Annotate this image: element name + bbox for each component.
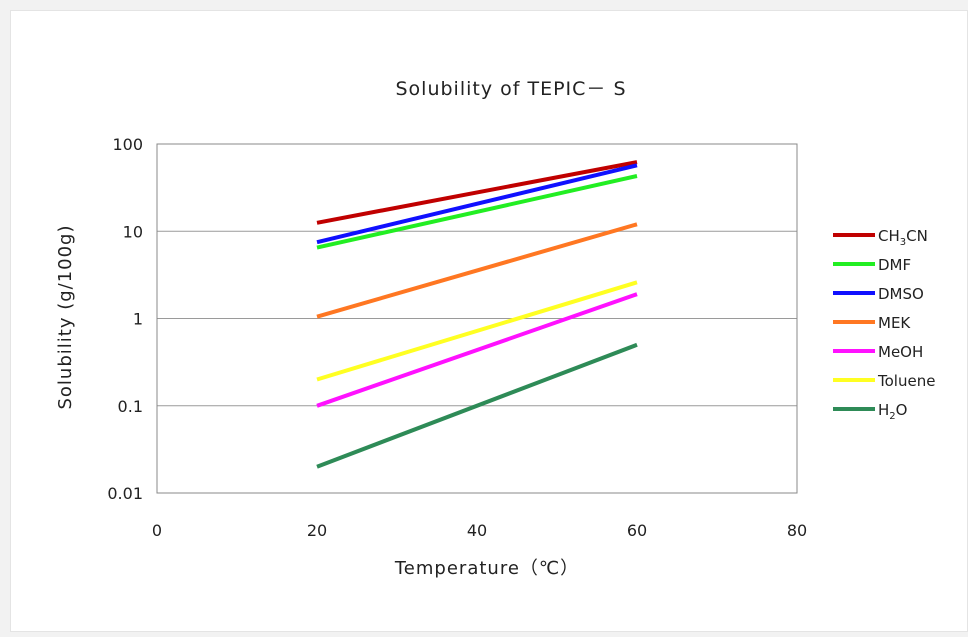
- x-tick-label: 40: [467, 521, 487, 540]
- series-line-dmf: [316, 174, 638, 250]
- chart-title: Solubility of TEPIC－ S: [395, 78, 626, 100]
- y-tick-label: 100: [112, 135, 143, 154]
- series-layer: [316, 160, 638, 469]
- series-line-dmso: [316, 163, 638, 245]
- x-tick-labels: 0 20 40 60 80: [152, 521, 807, 540]
- series-line-h2o: [316, 342, 638, 469]
- y-tick-label: 1: [133, 310, 143, 329]
- chart-svg: 0.01 0.1 1 10 100 0 20 40 60 80 CH3CN DMF DMSO MEK M…: [55, 78, 935, 579]
- x-tick-label: 0: [152, 521, 162, 540]
- series-line-mek: [316, 222, 638, 319]
- chart-frame: 0.01 0.1 1 10 100 0 20 40 60 80 CH3CN DMF DMSO MEK M…: [10, 10, 968, 632]
- series-line-ch3cn: [316, 160, 638, 225]
- x-tick-label: 20: [307, 521, 327, 540]
- plot-area: [156, 143, 798, 494]
- legend: CH3CN DMF DMSO MEK MeOH Toluene H2O: [833, 227, 935, 422]
- x-tick-label: 80: [787, 521, 807, 540]
- y-tick-labels: 0.01 0.1 1 10 100: [107, 135, 143, 503]
- y-tick-label: 10: [123, 222, 143, 241]
- legend-label: DMSO: [878, 285, 924, 303]
- series-line-meoh: [316, 292, 638, 408]
- y-tick-label: 0.1: [118, 397, 143, 416]
- series-line-toluene: [316, 280, 638, 382]
- legend-label: CH3CN: [878, 227, 928, 248]
- legend-label: Toluene: [877, 372, 935, 390]
- y-tick-label: 0.01: [107, 484, 143, 503]
- x-tick-label: 60: [627, 521, 647, 540]
- legend-label: DMF: [878, 256, 911, 274]
- grid-layer: [157, 230, 797, 407]
- y-axis-title: Solubility (g/100g): [55, 224, 76, 409]
- x-axis-title: Temperature（℃）: [394, 558, 579, 579]
- legend-label: MeOH: [878, 343, 923, 361]
- legend-label: H2O: [878, 401, 907, 422]
- legend-label: MEK: [878, 314, 911, 332]
